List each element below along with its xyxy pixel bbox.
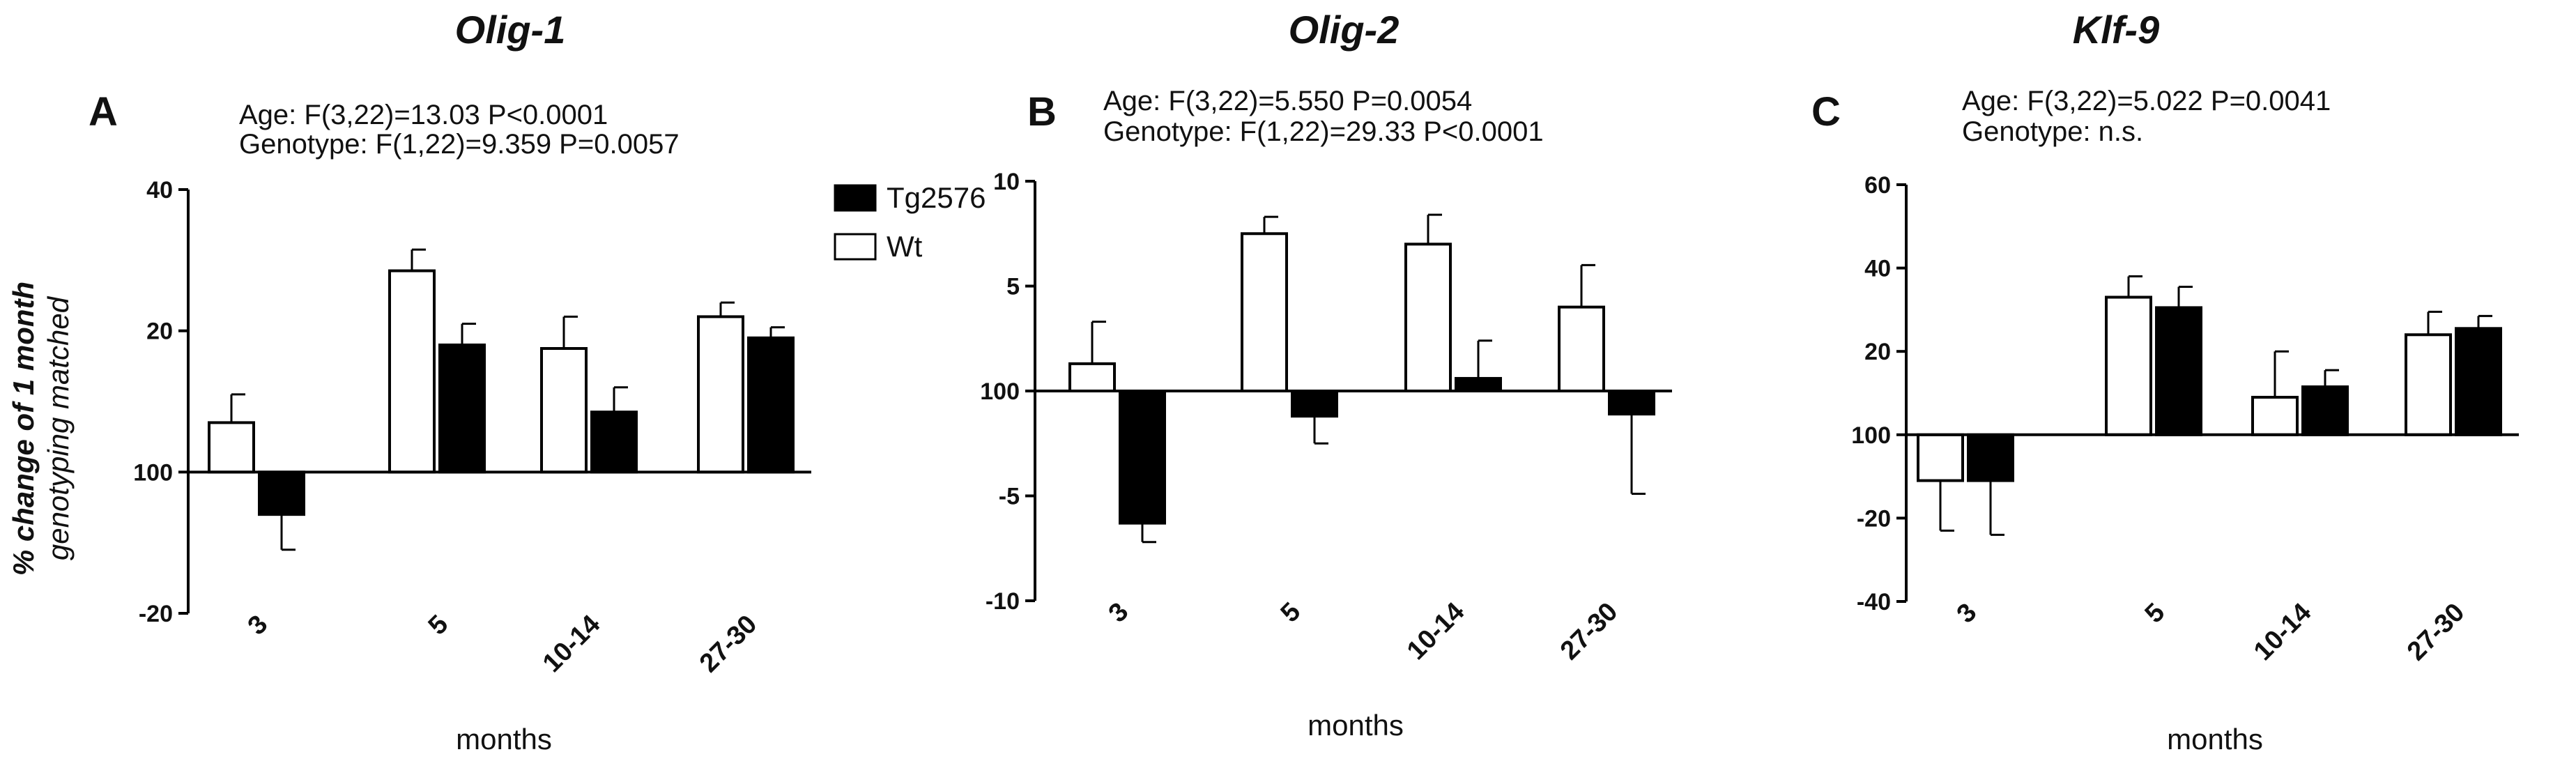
bar-tg2576-3 (258, 470, 305, 516)
y-tick-label: -20 (1857, 505, 1891, 532)
x-tick-label: 10-14 (537, 610, 606, 678)
bar-wt-3 (208, 421, 255, 474)
y-tick-label: -20 (139, 601, 173, 627)
bar-wt-27-30 (1558, 305, 1605, 393)
bar-tg2576-27-30 (2455, 327, 2502, 436)
panel-b-xlabel: months (1308, 709, 1404, 742)
x-tick-label: 5 (423, 610, 454, 641)
legend: Tg2576 Wt (834, 181, 986, 263)
x-tick-label: 27-30 (2402, 598, 2470, 666)
legend-label-wt: Wt (887, 230, 923, 263)
panel-a: Olig-1 A Age: F(3,22)=13.03 P<0.0001 Gen… (7, 8, 811, 755)
panel-b: Olig-2 B Age: F(3,22)=5.550 P=0.0054 Gen… (980, 8, 1672, 742)
x-tick-label: 3 (243, 610, 274, 641)
y-tick-label: 10 (993, 169, 1020, 195)
y-tick-label: 40 (146, 177, 173, 204)
bar-tg2576-5 (1291, 390, 1338, 418)
panel-a-letter: A (89, 89, 118, 135)
bar-tg2576-10-14 (1455, 376, 1502, 393)
panel-b-stat-genotype: Genotype: F(1,22)=29.33 P<0.0001 (1103, 116, 1544, 147)
x-tick-label: 3 (1952, 598, 1983, 629)
bar-wt-3 (1068, 362, 1116, 392)
y-tick-label: 60 (1864, 172, 1891, 199)
panel-c-title: Klf-9 (2073, 8, 2159, 52)
bar-tg2576-5 (2155, 306, 2202, 436)
panel-a-stat-genotype: Genotype: F(1,22)=9.359 P=0.0057 (239, 129, 680, 160)
bar-tg2576-10-14 (590, 410, 638, 474)
x-tick-label: 27-30 (1555, 597, 1623, 666)
panel-c: Klf-9 C Age: F(3,22)=5.022 P=0.0041 Geno… (1811, 8, 2519, 755)
y-tick-label: 100 (1851, 422, 1891, 449)
bar-wt-10-14 (540, 347, 588, 474)
panel-c-plot: -40 -20 100 20 40 60 3 5 10-14 27-30 (1851, 172, 2519, 666)
panel-a-xlabel: months (456, 723, 552, 755)
panel-c-stat-age: Age: F(3,22)=5.022 P=0.0041 (1962, 86, 2331, 116)
panel-b-stat-age: Age: F(3,22)=5.550 P=0.0054 (1103, 86, 1472, 116)
panel-b-title: Olig-2 (1289, 8, 1400, 52)
bar-wt-5 (2105, 296, 2152, 436)
bar-wt-10-14 (1404, 243, 1452, 392)
y-tick-label: 100 (980, 378, 1020, 405)
bar-wt-5 (388, 269, 436, 474)
bar-tg2576-3 (1119, 390, 1166, 525)
bar-tg2576-3 (1967, 433, 2014, 482)
y-tick-label: 20 (146, 319, 173, 345)
panel-c-xlabel: months (2167, 723, 2263, 755)
x-tick-label: 5 (1275, 597, 1307, 629)
legend-label-tg2576: Tg2576 (887, 181, 986, 214)
bar-tg2576-10-14 (2301, 385, 2349, 436)
panel-c-stat-genotype: Genotype: n.s. (1962, 116, 2143, 147)
panel-a-stat-age: Age: F(3,22)=13.03 P<0.0001 (239, 100, 608, 130)
y-tick-label: 20 (1864, 339, 1891, 365)
x-tick-label: 3 (1103, 597, 1135, 629)
bar-wt-27-30 (697, 315, 744, 474)
panel-b-letter: B (1027, 89, 1057, 135)
bar-wt-10-14 (2251, 395, 2299, 436)
x-tick-label: 10-14 (1402, 597, 1470, 666)
y-tick-label: 100 (133, 459, 173, 486)
panel-a-ylabel-sub: genotyping matched (42, 296, 75, 560)
legend-swatch-tg2576 (834, 184, 877, 212)
panel-b-plot: -10 -5 100 5 10 3 5 10-14 27-30 (980, 169, 1672, 666)
panel-c-letter: C (1811, 89, 1841, 135)
y-tick-label: -40 (1857, 589, 1891, 615)
legend-swatch-wt (834, 233, 877, 261)
bar-tg2576-27-30 (747, 336, 795, 474)
y-tick-label: 40 (1864, 256, 1891, 282)
panel-a-title: Olig-1 (455, 8, 566, 52)
y-tick-label: -10 (986, 588, 1020, 615)
bar-tg2576-27-30 (1608, 390, 1655, 416)
bar-wt-3 (1917, 433, 1964, 482)
y-tick-label: 5 (1006, 274, 1020, 300)
bar-tg2576-5 (438, 343, 486, 474)
x-tick-label: 27-30 (694, 610, 762, 678)
panel-a-ylabel: % change of 1 month (7, 282, 40, 576)
panel-a-plot: -20 100 20 40 3 5 10-14 27-30 (133, 177, 811, 678)
x-tick-label: 5 (2140, 598, 2171, 629)
x-tick-label: 10-14 (2248, 598, 2317, 666)
bar-wt-5 (1241, 232, 1288, 392)
y-tick-label: -5 (999, 484, 1020, 510)
bar-wt-27-30 (2405, 333, 2452, 436)
